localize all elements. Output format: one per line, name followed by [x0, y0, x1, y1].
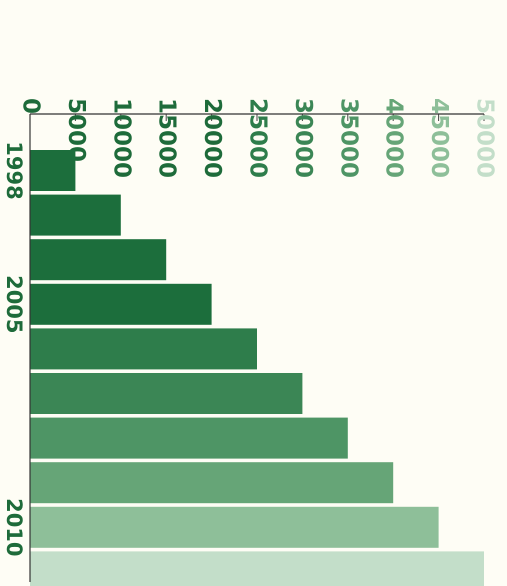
- value-tick-label: 30000: [290, 98, 316, 178]
- bar: [30, 150, 76, 191]
- bar: [30, 373, 303, 414]
- bar: [30, 194, 121, 236]
- value-tick-label: 15000: [154, 98, 180, 178]
- value-tick-label: 20000: [199, 98, 225, 178]
- category-label: 1998: [2, 141, 26, 199]
- bar: [30, 239, 167, 281]
- value-tick-label: 10000: [108, 98, 134, 178]
- bar: [30, 283, 212, 325]
- bars: [30, 150, 484, 586]
- bar: [30, 417, 348, 459]
- category-labels: 1998 2005 2010: [2, 141, 26, 556]
- value-axis-ticks: 0 5000 10000 15000 20000 25000 30000 35000 40000…: [18, 98, 498, 178]
- value-tick-label: 45000: [426, 98, 452, 178]
- bar: [30, 506, 439, 548]
- value-tick-label: 35000: [335, 98, 361, 178]
- bar: [30, 328, 257, 370]
- value-tick-label: 50000: [472, 98, 498, 178]
- category-label: 2005: [2, 275, 26, 333]
- value-tick-label: 0: [18, 98, 44, 114]
- value-tick-label: 25000: [245, 98, 271, 178]
- category-label: 2010: [2, 498, 26, 556]
- bar: [30, 462, 394, 504]
- value-tick-label: 40000: [381, 98, 407, 178]
- bar: [30, 551, 484, 586]
